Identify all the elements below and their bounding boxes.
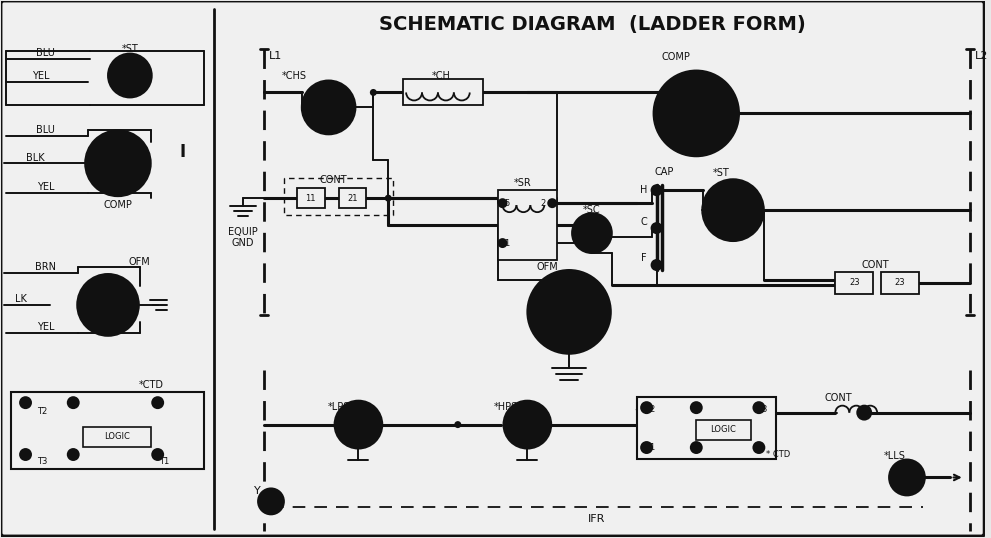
Text: S: S [684,132,689,141]
Circle shape [532,427,538,433]
Circle shape [258,489,283,514]
Circle shape [700,110,707,117]
Circle shape [641,402,652,413]
Text: C: C [93,159,99,168]
Circle shape [153,449,164,460]
Circle shape [454,421,461,428]
Text: BLU: BLU [36,47,55,58]
Circle shape [364,427,370,433]
Text: L2: L2 [974,51,988,61]
Circle shape [67,449,78,460]
Text: 21: 21 [347,194,358,203]
Circle shape [314,109,320,115]
Text: YEL: YEL [32,72,50,81]
Text: LOGIC: LOGIC [711,425,736,434]
Circle shape [385,195,391,202]
Bar [297,188,325,208]
Circle shape [146,81,151,86]
Text: EQUIP: EQUIP [228,227,258,237]
Circle shape [651,223,662,233]
Circle shape [123,160,130,167]
Bar [497,190,557,260]
Text: CONT: CONT [320,175,348,185]
Circle shape [691,442,702,453]
Text: T2: T2 [38,407,48,416]
Circle shape [596,234,602,240]
Circle shape [514,427,520,433]
Circle shape [85,130,151,196]
Text: R: R [678,89,684,98]
Circle shape [332,109,338,115]
Text: T1: T1 [644,443,655,452]
Text: C: C [640,217,647,227]
Text: 23: 23 [895,279,906,287]
Bar [403,80,483,105]
Text: Y: Y [254,486,261,497]
Circle shape [498,199,506,207]
Text: T3: T3 [757,405,768,414]
Circle shape [688,110,695,117]
Text: CONT: CONT [861,260,889,270]
Text: +: + [713,199,720,209]
Text: * CTD: * CTD [766,450,790,459]
Text: COMP: COMP [662,52,691,61]
Circle shape [746,218,751,223]
Text: *SR: *SR [513,178,531,188]
Circle shape [641,442,652,453]
Text: T2: T2 [644,405,655,414]
Text: *LPS: *LPS [327,402,350,412]
Text: T1: T1 [160,457,169,466]
Text: 23: 23 [849,279,859,287]
Circle shape [580,234,586,240]
Bar [11,392,204,470]
Circle shape [153,397,164,408]
Text: H: H [640,185,647,195]
Text: L1: L1 [269,51,282,61]
Text: *HPS: *HPS [494,402,517,412]
Text: BLK: BLK [26,153,45,164]
Circle shape [527,270,610,354]
Circle shape [108,54,152,97]
Text: LK: LK [15,294,27,304]
Text: *CHS: *CHS [281,70,306,81]
Bar [339,188,367,208]
Text: BLU: BLU [36,125,55,136]
Text: *ST: *ST [713,168,729,178]
Circle shape [20,397,31,408]
Text: BRN: BRN [35,262,55,272]
Circle shape [498,239,506,247]
Circle shape [651,260,662,270]
Text: *CH: *CH [431,70,450,81]
Bar [83,427,151,447]
Circle shape [548,199,556,207]
Text: *ST: *ST [122,44,139,54]
Text: 2: 2 [540,199,545,208]
Bar [835,272,873,294]
Text: +: + [113,66,121,75]
Circle shape [653,70,739,157]
Circle shape [113,160,120,167]
Text: YEL: YEL [37,182,55,192]
Text: *CTD: *CTD [140,380,165,390]
Circle shape [691,402,702,413]
Circle shape [889,459,925,495]
Text: CAP: CAP [655,167,674,177]
Circle shape [857,406,871,420]
Text: SCHEMATIC DIAGRAM  (LADDER FORM): SCHEMATIC DIAGRAM (LADDER FORM) [379,15,806,34]
Circle shape [503,401,551,449]
Bar [636,397,776,458]
Text: COMP: COMP [103,200,133,210]
Text: C: C [667,109,673,118]
Bar [697,420,751,440]
Text: OFM: OFM [129,257,151,267]
Circle shape [77,274,139,336]
Text: I: I [179,143,185,161]
Circle shape [703,179,764,241]
Text: YEL: YEL [37,322,55,332]
Circle shape [20,449,31,460]
Text: GND: GND [232,238,255,248]
Text: *SC: *SC [583,205,601,215]
Text: CONT: CONT [825,393,852,402]
Text: F: F [641,253,646,263]
